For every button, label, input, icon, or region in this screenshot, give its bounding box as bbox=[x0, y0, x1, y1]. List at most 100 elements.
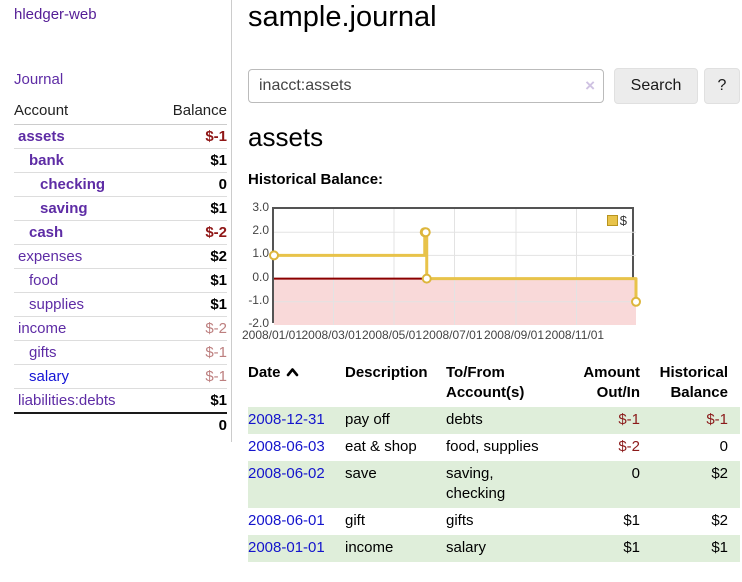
legend-label: $ bbox=[619, 213, 627, 228]
sidebar-account-balance: $1 bbox=[152, 268, 227, 293]
x-tick-label: 2008/01/01 bbox=[241, 328, 303, 342]
register-accounts: salary bbox=[446, 539, 487, 556]
sidebar-account-balance: $1 bbox=[152, 388, 227, 414]
sidebar-account-link[interactable]: salary bbox=[29, 368, 70, 385]
y-tick-label: 3.0 bbox=[252, 200, 269, 214]
sidebar-account-balance: $-1 bbox=[152, 364, 227, 389]
page-title: sample.journal bbox=[248, 1, 437, 33]
register-date-link[interactable]: 2008-06-03 bbox=[248, 438, 325, 455]
main-content: sample.journal × Search ? assets Histori… bbox=[242, 0, 742, 582]
register-balance: $2 bbox=[711, 465, 728, 482]
y-tick-label: -2.0 bbox=[248, 316, 269, 330]
register-balance: $1 bbox=[711, 539, 728, 556]
register-row: 2008-01-01 income salary $1 $1 bbox=[248, 535, 740, 562]
register-row: 2008-06-02 save saving, checking 0 $2 bbox=[248, 461, 740, 508]
register-accounts: saving, checking bbox=[446, 465, 506, 502]
register-date-link[interactable]: 2008-06-02 bbox=[248, 465, 325, 482]
accounts-total-row: 0 bbox=[14, 412, 227, 437]
register-row: 2008-12-31 pay off debts $-1 $-1 bbox=[248, 407, 740, 434]
accounts-total: 0 bbox=[152, 412, 227, 437]
sidebar-account-link[interactable]: liabilities:debts bbox=[18, 392, 116, 409]
sidebar-account-row: cash $-2 bbox=[14, 220, 227, 245]
sidebar-account-link[interactable]: cash bbox=[29, 224, 64, 241]
sidebar-account-row: food $1 bbox=[14, 268, 227, 293]
column-header-date[interactable]: Date bbox=[248, 361, 345, 407]
sidebar-account-balance: $-2 bbox=[152, 316, 227, 341]
sidebar-account-row: liabilities:debts $1 bbox=[14, 388, 227, 414]
sidebar-account-link[interactable]: food bbox=[29, 272, 59, 289]
legend-swatch-icon bbox=[606, 215, 618, 226]
sidebar-account-link[interactable]: income bbox=[18, 320, 67, 337]
chart-title: Historical Balance: bbox=[248, 171, 384, 188]
sidebar-account-row: expenses $2 bbox=[14, 244, 227, 269]
sidebar-account-row: bank $1 bbox=[14, 148, 227, 173]
help-button[interactable]: ? bbox=[704, 68, 740, 104]
register-date-link[interactable]: 2008-12-31 bbox=[248, 411, 325, 428]
sort-up-icon bbox=[286, 363, 299, 383]
sidebar-account-row: saving $1 bbox=[14, 196, 227, 221]
sidebar-account-link[interactable]: checking bbox=[40, 176, 106, 193]
sidebar-account-balance: $-1 bbox=[152, 340, 227, 365]
accounts-body: assets $-1 bank $1 checking 0 saving $1 … bbox=[14, 124, 227, 437]
register-accounts: gifts bbox=[446, 512, 474, 529]
x-tick-label: 2008/07/01 bbox=[422, 328, 483, 342]
sidebar-account-balance: $2 bbox=[152, 244, 227, 269]
column-header-amount: Amount Out/In bbox=[583, 364, 640, 401]
clear-search-icon[interactable]: × bbox=[585, 76, 595, 95]
register-body: 2008-12-31 pay off debts $-1 $-1 2008-06… bbox=[248, 407, 740, 562]
x-tick-label: 2008/05/01 bbox=[361, 328, 423, 342]
register-description: pay off bbox=[345, 411, 390, 428]
search-button[interactable]: Search bbox=[614, 68, 698, 104]
sidebar-account-balance: $1 bbox=[152, 148, 227, 173]
chart-legend: $ bbox=[606, 213, 627, 228]
app-brand-link[interactable]: hledger-web bbox=[14, 6, 97, 23]
register-amount: $1 bbox=[623, 539, 640, 556]
register-date-link[interactable]: 2008-01-01 bbox=[248, 539, 325, 556]
register-date-link[interactable]: 2008-06-01 bbox=[248, 512, 325, 529]
register-description: eat & shop bbox=[345, 438, 417, 455]
sidebar-account-row: assets $-1 bbox=[14, 124, 227, 149]
register-amount: 0 bbox=[631, 465, 640, 482]
sidebar-item-journal[interactable]: Journal bbox=[14, 71, 64, 88]
sidebar-account-link[interactable]: assets bbox=[18, 128, 65, 145]
column-header-description: Description bbox=[345, 364, 428, 381]
chart-series-svg bbox=[269, 209, 641, 325]
register-balance: 0 bbox=[719, 438, 728, 455]
sidebar-account-link[interactable]: saving bbox=[40, 200, 88, 217]
y-tick-label: 1.0 bbox=[252, 246, 269, 261]
sidebar-account-link[interactable]: supplies bbox=[29, 296, 85, 313]
register-table: Date Description To/From Account(s) Amou… bbox=[248, 361, 740, 562]
balance-chart: 3.0 2.0 1.0 0.0 -1.0 -2.0 $ 2008/01/01 2008/03… bbox=[242, 200, 668, 345]
search-bar: × Search ? bbox=[248, 68, 742, 104]
accounts-header-balance: Balance bbox=[152, 100, 227, 125]
register-amount: $-2 bbox=[618, 438, 640, 455]
register-description: income bbox=[345, 539, 394, 556]
sidebar-account-row: income $-2 bbox=[14, 316, 227, 341]
x-tick-label: 2008/03/01 bbox=[301, 328, 362, 342]
chart-plot-area[interactable]: $ bbox=[269, 207, 641, 325]
register-description: gift bbox=[345, 512, 366, 529]
search-input[interactable] bbox=[248, 69, 604, 103]
x-tick-label: 2008/09/01 bbox=[483, 328, 545, 342]
sidebar-account-row: checking 0 bbox=[14, 172, 227, 197]
sidebar-account-link[interactable]: expenses bbox=[18, 248, 83, 265]
register-amount: $-1 bbox=[618, 411, 640, 428]
column-header-balance: Historical Balance bbox=[659, 364, 728, 401]
sidebar-account-row: gifts $-1 bbox=[14, 340, 227, 365]
y-tick-label: -1.0 bbox=[248, 292, 269, 307]
accounts-header-account: Account bbox=[14, 100, 153, 125]
sidebar-account-balance: $1 bbox=[152, 292, 227, 317]
sidebar-account-link[interactable]: gifts bbox=[29, 344, 57, 361]
sidebar-account-link[interactable]: bank bbox=[29, 152, 65, 169]
sidebar-account-row: supplies $1 bbox=[14, 292, 227, 317]
sidebar-account-balance: $-1 bbox=[152, 124, 227, 149]
y-tick-label: 2.0 bbox=[252, 223, 269, 238]
register-balance: $-1 bbox=[706, 411, 728, 428]
register-description: save bbox=[345, 465, 377, 482]
sidebar: hledger-web Journal Account Balance asse… bbox=[0, 0, 232, 442]
register-balance: $2 bbox=[711, 512, 728, 529]
sidebar-account-balance: $1 bbox=[152, 196, 227, 221]
sidebar-account-balance: 0 bbox=[152, 172, 227, 197]
register-accounts: debts bbox=[446, 411, 483, 428]
accounts-table: Account Balance assets $-1 bank $1 check… bbox=[14, 100, 227, 437]
